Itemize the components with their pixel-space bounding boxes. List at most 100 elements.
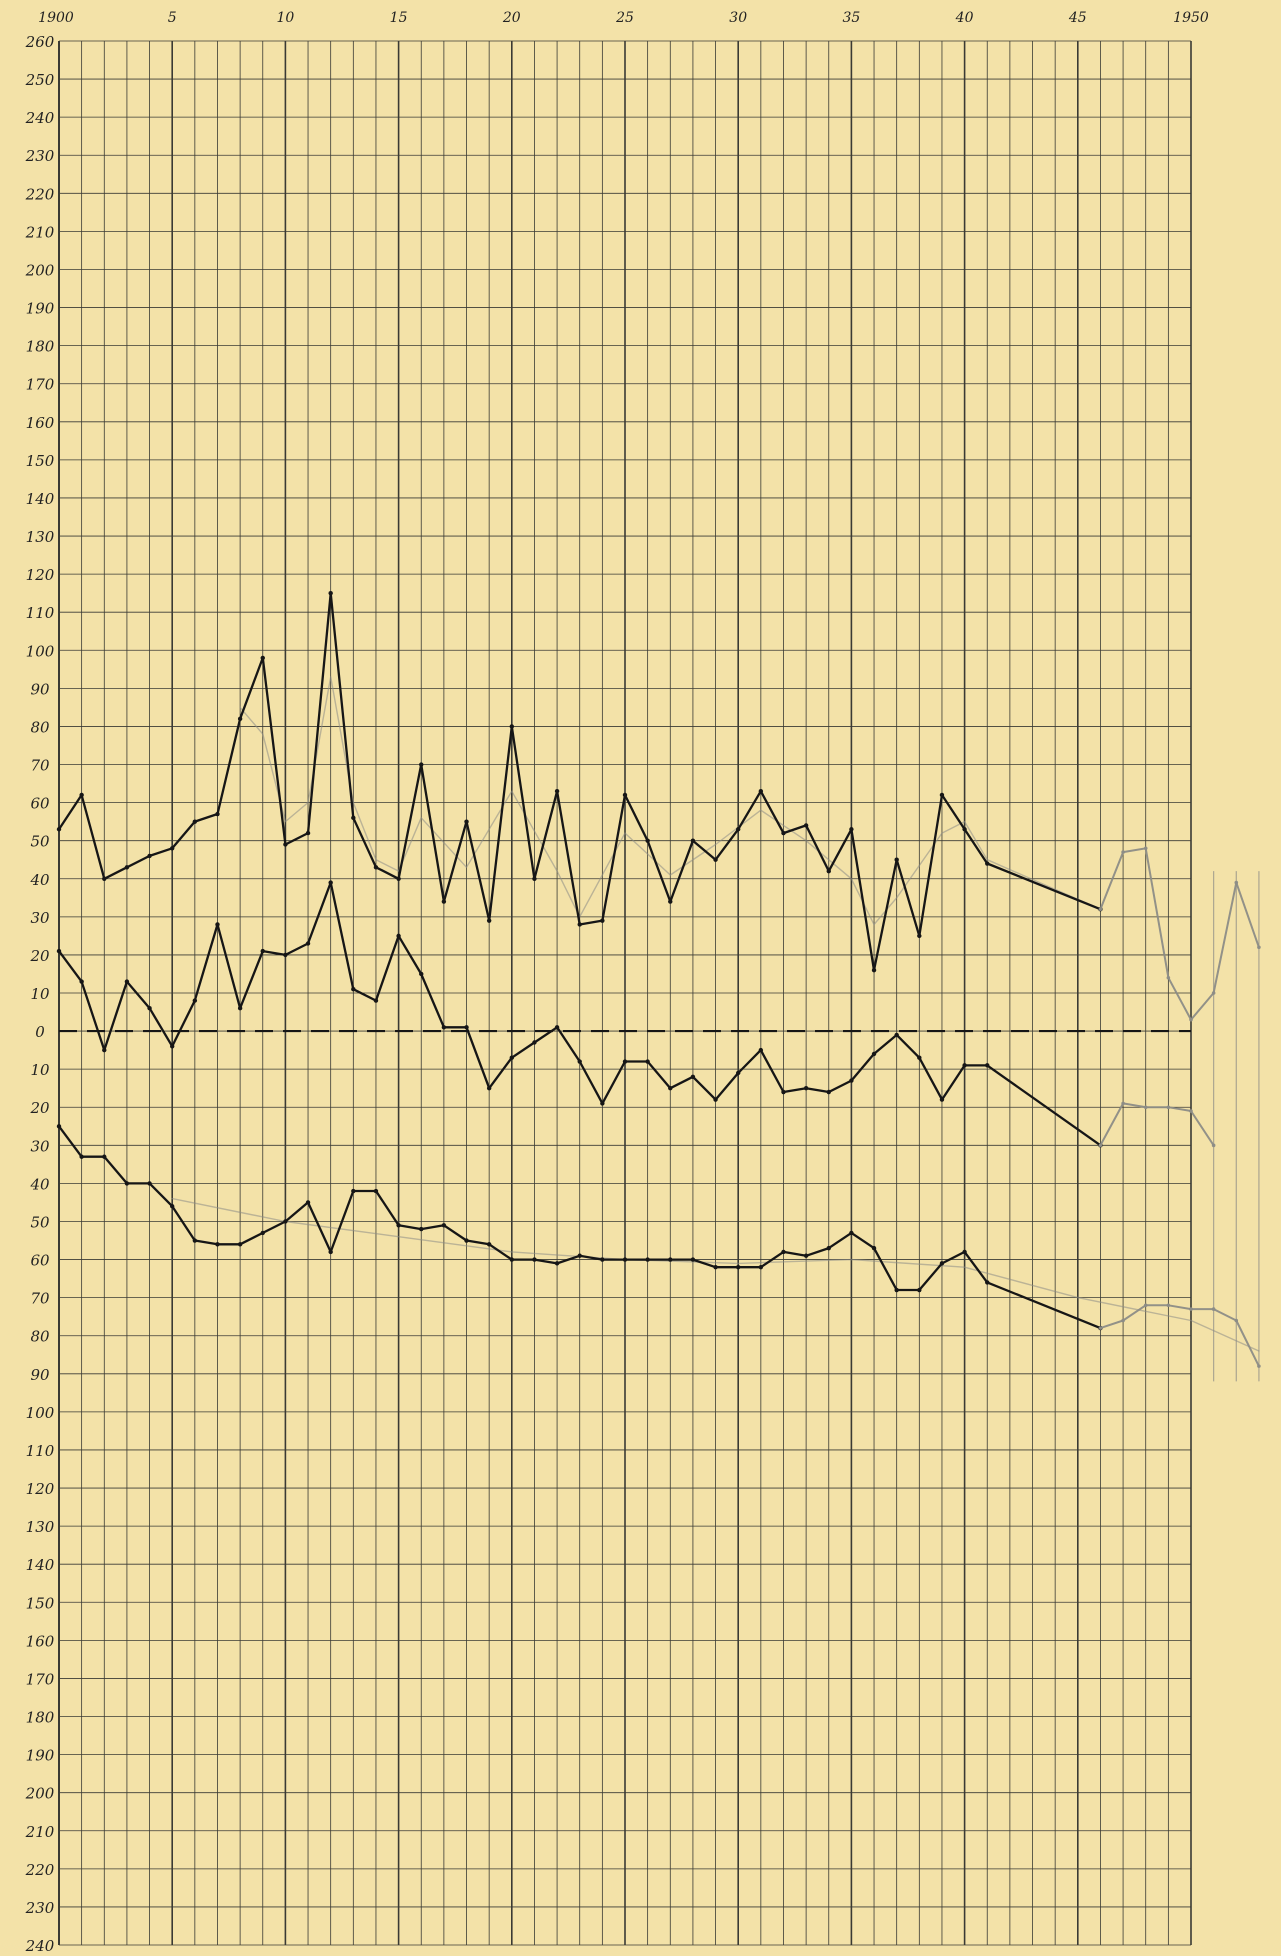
y-tick-label: 170	[26, 376, 55, 394]
series-1-point	[849, 827, 854, 832]
y-tick-label: 30	[30, 909, 50, 927]
y-tick-label: 190	[26, 1747, 55, 1765]
y-tick-label: 160	[26, 414, 55, 432]
series-2-point	[577, 1059, 582, 1064]
series-6-point	[1234, 1318, 1239, 1323]
series-line-7-trend	[239, 676, 1102, 926]
series-3-point	[373, 1188, 379, 1194]
series-5-point	[1166, 1105, 1171, 1110]
series-line-5-pencil	[1099, 1102, 1215, 1147]
series-3-point	[554, 1261, 560, 1266]
series-1-point	[215, 811, 220, 817]
series-2-point	[622, 1059, 628, 1064]
series-2-point	[283, 952, 288, 958]
series-3-point	[894, 1287, 899, 1293]
series-2-point	[373, 998, 379, 1003]
series-1-point	[962, 827, 967, 832]
series-3-point	[758, 1264, 764, 1270]
series-2-point	[441, 1025, 447, 1030]
series-1-point	[79, 792, 84, 798]
series-6-point	[1166, 1303, 1171, 1308]
series-1-point	[192, 819, 198, 824]
series-2-point	[147, 1006, 152, 1011]
series-1-point	[351, 815, 356, 821]
series-2-point	[713, 1097, 718, 1102]
series-1-point	[441, 899, 447, 904]
series-5-point	[1098, 1143, 1103, 1148]
series-3-point	[962, 1249, 967, 1255]
series-2-point	[803, 1086, 809, 1091]
series-3-point	[419, 1226, 424, 1232]
y-axis-tick-labels: 2602502402302202102001901801701601501401…	[25, 33, 55, 1955]
series-1-point	[758, 788, 764, 794]
series-1-point	[871, 967, 877, 973]
series-line-4-pencil	[1099, 847, 1260, 1021]
series-3-point	[532, 1257, 537, 1262]
series-2-point	[305, 941, 311, 946]
y-tick-label: 150	[26, 452, 55, 470]
series-4-point	[1166, 975, 1171, 980]
series-1-point	[917, 933, 922, 939]
series-2-point	[917, 1055, 922, 1060]
series-6-point	[1098, 1326, 1103, 1330]
x-tick-label: 15	[390, 10, 408, 26]
series-2-point	[826, 1089, 831, 1095]
series-1-point	[713, 857, 718, 862]
series-1-point	[668, 899, 673, 904]
y-tick-label: 110	[26, 1442, 55, 1460]
pencil-trend-curves	[171, 676, 1260, 1382]
series-1-point	[147, 853, 152, 859]
series-2-point	[192, 998, 198, 1003]
series-1-point	[102, 876, 107, 881]
y-tick-label: 30	[30, 1137, 50, 1155]
y-tick-label: 50	[30, 833, 50, 851]
y-tick-label: 0	[35, 1023, 45, 1041]
y-tick-label: 210	[25, 223, 55, 241]
x-tick-label: 20	[502, 10, 521, 26]
series-line-8-trend	[171, 1197, 1260, 1352]
series-1-point	[124, 865, 130, 870]
series-1-point	[894, 857, 899, 862]
y-tick-label: 180	[26, 1709, 55, 1727]
series-5-point	[1121, 1101, 1125, 1106]
series-line-6-pencil	[1099, 1304, 1260, 1368]
series-1-point	[826, 868, 831, 874]
y-tick-label: 20	[29, 947, 50, 965]
y-tick-label: 100	[26, 1404, 55, 1422]
series-6-point	[1211, 1307, 1216, 1311]
y-tick-label: 80	[30, 718, 50, 736]
series-1-point	[237, 716, 243, 722]
y-tick-label: 150	[26, 1594, 55, 1612]
series-2-point	[56, 948, 62, 954]
y-tick-label: 230	[25, 147, 55, 165]
y-tick-label: 200	[25, 261, 55, 279]
y-tick-label: 190	[26, 300, 55, 318]
x-tick-label: 1950	[1173, 10, 1209, 26]
series-1-point	[486, 918, 492, 923]
series-3-point	[871, 1245, 877, 1251]
series-3-point	[170, 1204, 175, 1209]
series-1-point	[328, 590, 333, 596]
series-5-point	[1143, 1105, 1148, 1110]
series-2-point	[260, 948, 265, 954]
series-3-point	[283, 1219, 288, 1224]
series-2-point	[939, 1097, 945, 1102]
series-2-point	[509, 1055, 514, 1060]
series-3-point	[192, 1238, 198, 1243]
series-4-point	[1189, 1017, 1193, 1022]
series-4-point	[1211, 991, 1216, 995]
series-2-point	[419, 971, 424, 977]
x-axis-tick-labels: 1900 5 10 15 20 25 30 35 40 45 1950	[38, 10, 1209, 26]
series-2-point	[962, 1063, 967, 1068]
y-tick-label: 120	[26, 1480, 55, 1498]
series-1-point	[622, 792, 628, 798]
series-2-point	[554, 1025, 560, 1030]
series-6-point	[1257, 1364, 1261, 1368]
series-3-point	[305, 1200, 311, 1205]
y-tick-label: 240	[25, 109, 55, 127]
series-2-point	[170, 1044, 175, 1049]
series-2-point	[102, 1047, 107, 1053]
series-2-point	[215, 922, 220, 927]
series-3-point	[441, 1223, 447, 1228]
